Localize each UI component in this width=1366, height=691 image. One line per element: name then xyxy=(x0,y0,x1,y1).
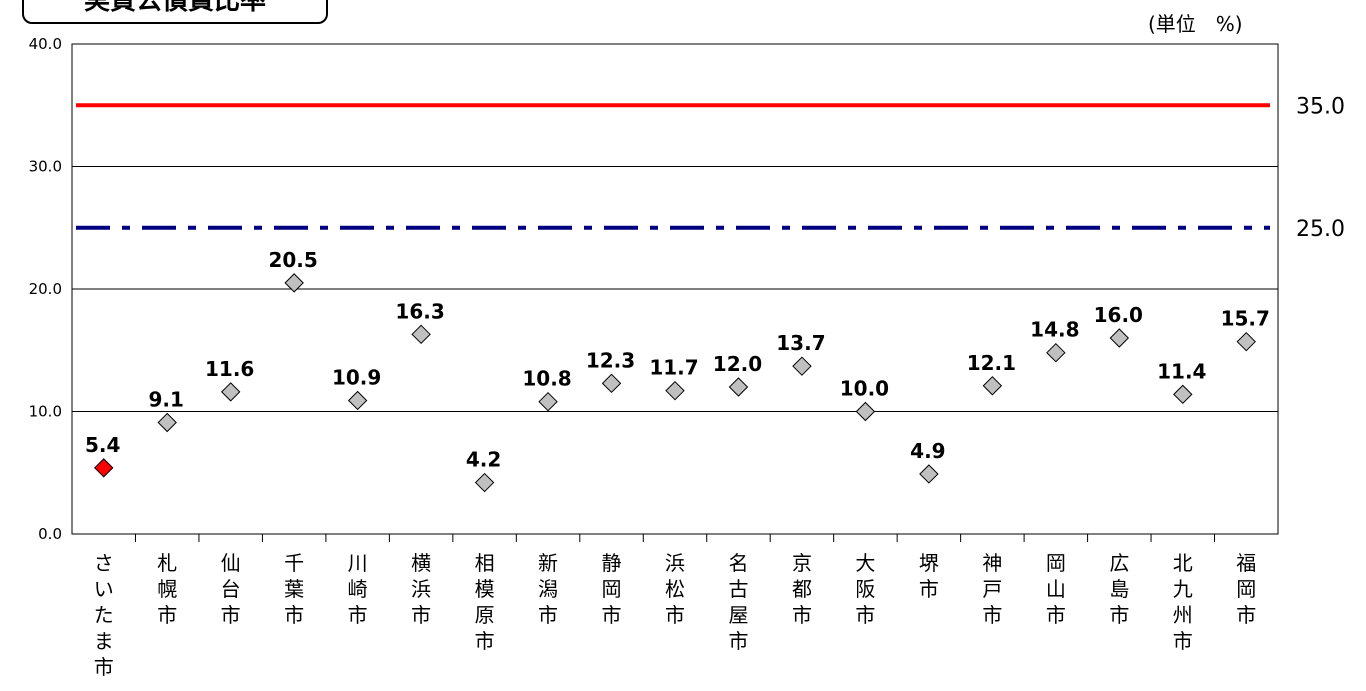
x-category-label: 北九州市 xyxy=(1173,551,1193,653)
data-label: 4.9 xyxy=(910,439,945,463)
x-category-label: 浜松市 xyxy=(665,551,685,627)
data-point xyxy=(538,391,558,412)
data-label: 10.9 xyxy=(332,365,381,389)
y-tick-label: 30.0 xyxy=(29,158,62,176)
y-tick-label: 0.0 xyxy=(38,525,62,543)
data-label: 16.3 xyxy=(395,299,444,323)
data-label: 16.0 xyxy=(1094,303,1143,327)
unit-label: (単位 %) xyxy=(1148,12,1243,36)
data-point xyxy=(94,458,114,478)
x-category-label: 神戸市 xyxy=(982,551,1002,627)
data-point xyxy=(1236,331,1256,352)
data-point xyxy=(1173,384,1193,405)
y-tick-label: 20.0 xyxy=(29,280,62,298)
x-category-label: 川崎市 xyxy=(348,551,368,627)
data-label: 15.7 xyxy=(1221,307,1270,331)
data-point xyxy=(347,390,368,411)
x-category-label: 京都市 xyxy=(792,551,812,627)
data-point xyxy=(1109,328,1130,348)
data-label: 12.0 xyxy=(713,352,762,376)
reference-line-label: 25.0 xyxy=(1296,217,1345,242)
data-point xyxy=(601,373,622,394)
x-category-label: 静岡市 xyxy=(602,551,622,627)
data-point xyxy=(284,273,304,293)
data-point xyxy=(474,472,495,493)
x-category-label: 堺市 xyxy=(919,551,939,601)
x-category-label: 大阪市 xyxy=(855,551,875,627)
y-tick-label: 10.0 xyxy=(29,403,62,421)
x-category-label: 相模原市 xyxy=(475,551,495,653)
data-label: 13.7 xyxy=(776,331,825,355)
x-category-label: 名古屋市 xyxy=(728,551,748,653)
data-label: 10.0 xyxy=(840,377,889,401)
data-point xyxy=(855,401,876,422)
data-point xyxy=(728,377,749,397)
x-category-label: 千葉市 xyxy=(284,551,304,627)
data-label: 11.7 xyxy=(649,356,698,380)
x-category-label: 福岡市 xyxy=(1236,551,1256,627)
data-point xyxy=(982,376,1003,396)
data-point xyxy=(1046,342,1066,363)
x-category-label: 札幌市 xyxy=(157,551,177,627)
x-category-label: さいたま市 xyxy=(94,551,114,679)
data-point xyxy=(157,412,177,433)
data-label: 20.5 xyxy=(268,248,317,272)
data-label: 4.2 xyxy=(466,448,501,472)
x-category-label: 仙台市 xyxy=(221,551,241,627)
data-label: 14.8 xyxy=(1030,318,1079,342)
x-category-label: 岡山市 xyxy=(1046,551,1066,627)
data-label: 10.8 xyxy=(522,367,571,391)
plot-frame xyxy=(71,43,1279,535)
data-point xyxy=(919,464,939,484)
data-label: 11.6 xyxy=(205,357,254,381)
chart-title: 実質公債費比率 xyxy=(22,0,328,24)
data-point xyxy=(792,356,812,376)
reference-line-label: 35.0 xyxy=(1296,94,1345,119)
x-category-label: 横浜市 xyxy=(411,551,431,627)
data-label: 12.3 xyxy=(586,348,635,372)
x-category-label: 新潟市 xyxy=(538,551,558,627)
data-label: 12.1 xyxy=(967,351,1016,375)
data-point xyxy=(411,324,431,345)
x-category-label: 広島市 xyxy=(1109,551,1129,627)
data-label: 5.4 xyxy=(85,433,120,457)
data-point xyxy=(220,382,241,402)
data-label: 9.1 xyxy=(148,388,183,412)
data-label: 11.4 xyxy=(1157,359,1206,383)
data-point xyxy=(665,380,685,401)
y-tick-label: 40.0 xyxy=(29,35,62,53)
